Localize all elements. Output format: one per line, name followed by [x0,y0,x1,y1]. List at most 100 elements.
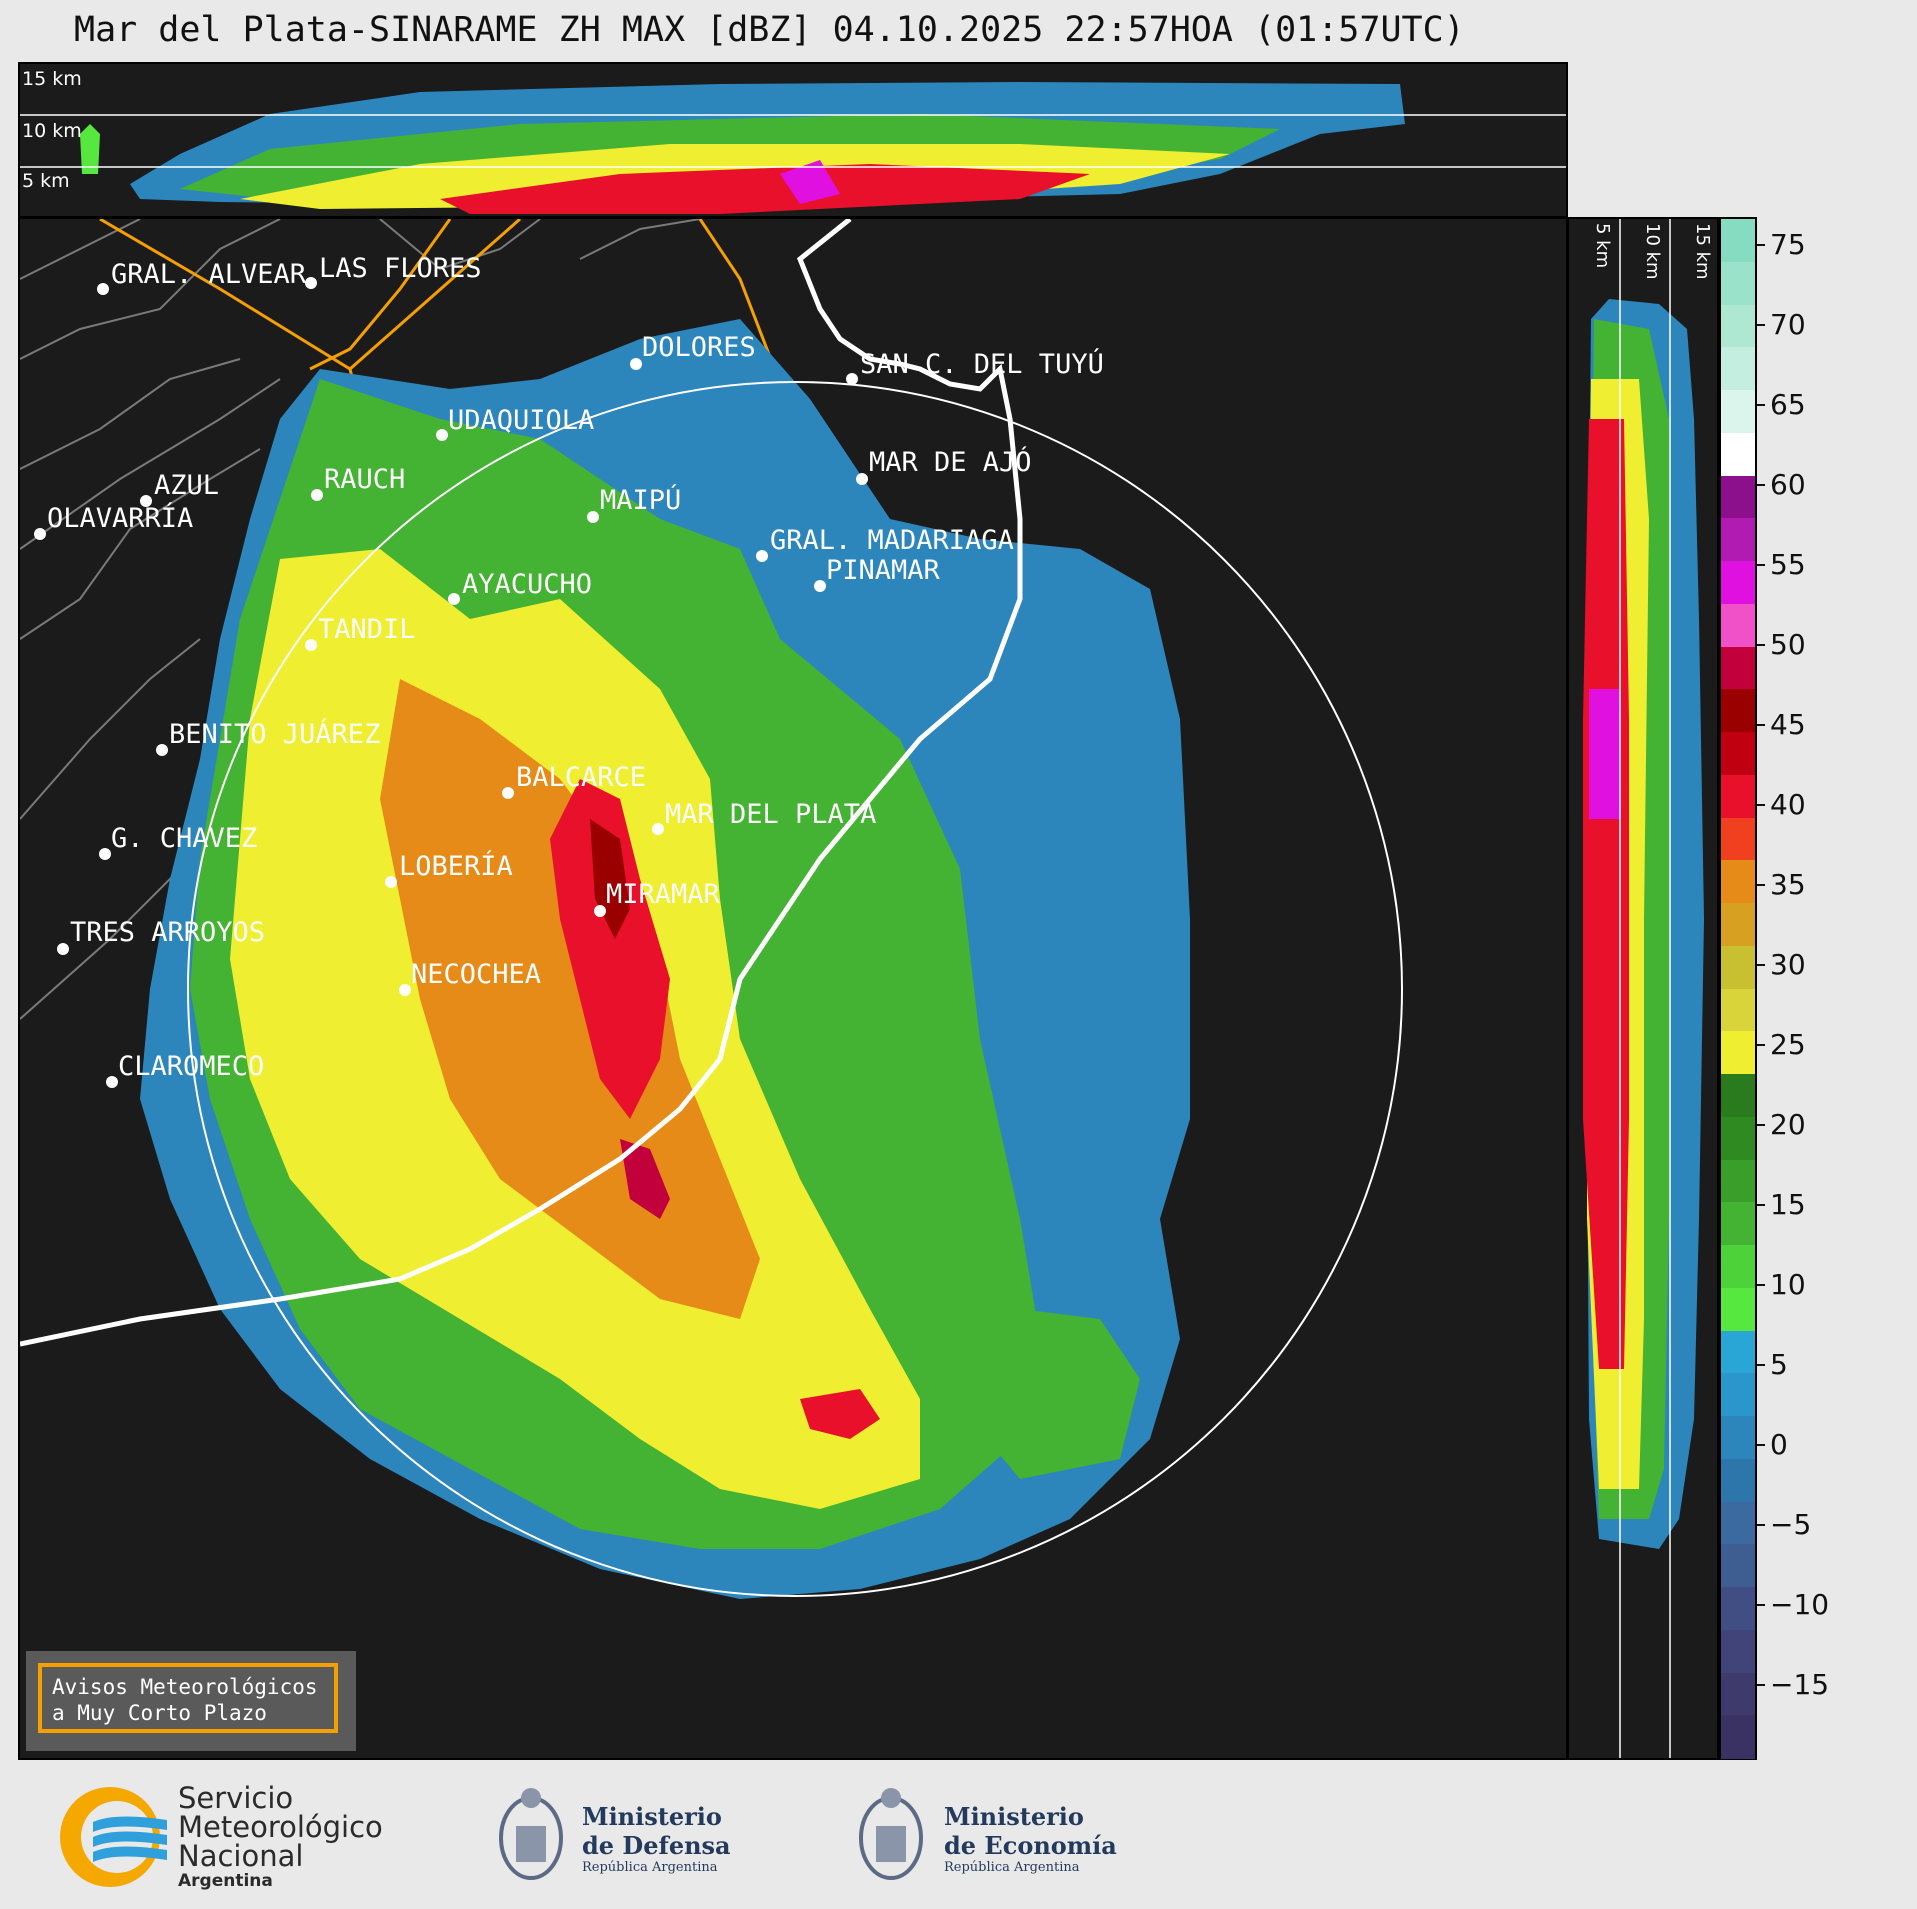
city-label-las-flores: LAS FLORES [319,253,482,284]
warning-box-frame: Avisos Meteorológicos a Muy Corto Plazo [38,1663,338,1733]
colorbar-tick [1757,724,1765,726]
colorbar-segment [1721,1116,1755,1161]
colorbar-segment [1721,1074,1755,1118]
colorbar-tick [1757,1444,1765,1446]
colorbar-tick [1757,1124,1765,1126]
city-label-dolores: DOLORES [642,332,756,363]
city-label-tandil: TANDIL [318,614,416,645]
city-label-azul: AZUL [154,470,220,501]
footer: Servicio Meteorológico Nacional Argentin… [0,1762,1917,1909]
colorbar-segment [1721,1287,1755,1332]
economia-line-1: Ministerio [944,1802,1084,1831]
colorbar-tick [1757,1604,1765,1606]
colorbar-tick-label: −5 [1770,1508,1812,1541]
altitude-label-5km: 5 km [22,170,70,192]
colorbar-segment [1721,219,1755,263]
colorbar-tick [1757,1204,1765,1206]
colorbar-segment [1721,347,1755,391]
colorbar-tick [1757,1684,1765,1686]
colorbar-tick [1757,804,1765,806]
altitude-label-15km: 15 km [22,68,82,90]
city-label-ayacucho: AYACUCHO [462,569,593,600]
city-label-mar-del-plata: MAR DEL PLATA [665,799,877,830]
colorbar-segment [1721,1245,1755,1289]
colorbar-tick [1757,1364,1765,1366]
colorbar-tick-label: 35 [1770,868,1806,901]
side-cross-section-image [1583,219,1704,1758]
radar-map-panel: GRAL. ALVEAR LAS FLORES DOLORES SAN C. D… [18,217,1568,1760]
colorbar-tick [1757,1284,1765,1286]
smn-line-4: Argentina [178,1871,273,1891]
city-label-miramar: MIRAMAR [606,879,720,910]
city-label-maipu: MAIPÚ [600,485,682,516]
colorbar-segment [1721,1373,1755,1417]
colorbar-segment [1721,1715,1755,1759]
city-label-tres-arroyos: TRES ARROYOS [70,917,266,948]
altitude-label-10km: 10 km [22,120,82,142]
city-label-claromeco: CLAROMECO [118,1051,265,1082]
colorbar-segment [1721,1031,1755,1075]
colorbar-tick-label: 75 [1770,228,1806,261]
colorbar-tick-label: 30 [1770,948,1806,981]
radar-reflectivity-map [20,219,1403,1599]
colorbar-segment [1721,1330,1755,1375]
colorbar-segment [1721,988,1755,1033]
colorbar-segment [1721,1202,1755,1246]
smn-logo-icon [60,1787,167,1887]
top-cross-section-panel: 15 km 10 km 5 km [18,62,1568,218]
colorbar-segment [1721,304,1755,349]
warning-box: Avisos Meteorológicos a Muy Corto Plazo [26,1651,356,1751]
colorbar-segment [1721,561,1755,605]
colorbar-tick-label: 65 [1770,388,1806,421]
colorbar-tick [1757,324,1765,326]
colorbar-segment [1721,390,1755,434]
dbz-colorbar [1719,217,1757,1760]
chart-title: Mar del Plata-SINARAME ZH MAX [dBZ] 04.1… [74,10,1465,50]
colorbar-tick [1757,1524,1765,1526]
colorbar-segment [1721,1159,1755,1204]
city-label-mar-de-ajo: MAR DE AJÓ [869,447,1032,478]
smn-logo-text: Servicio Meteorológico Nacional Argentin… [178,1781,383,1892]
economia-line-2: de Economía [944,1831,1117,1860]
city-label-benito-juarez: BENITO JUÁREZ [169,719,381,750]
colorbar-segment [1721,475,1755,520]
defensa-seal-icon [499,1788,563,1880]
city-label-balcarce: BALCARCE [516,762,647,793]
colorbar-tick [1757,244,1765,246]
colorbar-segment [1721,860,1755,904]
colorbar-tick-label: 25 [1770,1028,1806,1061]
city-markers [34,277,868,1088]
top-cross-section-image [20,82,1566,214]
smn-line-1: Servicio [178,1781,294,1815]
colorbar-tick [1757,1044,1765,1046]
colorbar-tick-label: 40 [1770,788,1806,821]
warning-line-2: a Muy Corto Plazo [52,1701,267,1725]
economia-line-3: República Argentina [944,1860,1080,1875]
colorbar-tick [1757,964,1765,966]
colorbar-segment [1721,1416,1755,1460]
colorbar-segment [1721,432,1755,477]
range-ring [187,381,1403,1597]
colorbar-tick-label: −10 [1770,1588,1830,1621]
city-label-san-c-del-tuyu: SAN C. DEL TUYÚ [860,349,1104,380]
colorbar-segment [1721,1672,1755,1717]
city-label-pinamar: PINAMAR [826,555,940,586]
city-label-gral-alvear: GRAL. ALVEAR [111,259,307,290]
colorbar-tick [1757,404,1765,406]
economia-logo-text: Ministerio de Economía República Argenti… [944,1802,1117,1875]
colorbar-tick-label: 55 [1770,548,1806,581]
colorbar-segment [1721,774,1755,819]
colorbar-tick [1757,644,1765,646]
side-cross-section-panel: 5 km 10 km 15 km [1567,217,1719,1760]
colorbar-segment [1721,817,1755,862]
colorbar-tick-label: 10 [1770,1268,1806,1301]
radar-echo-field [140,319,1190,1599]
coastline [20,219,1023,1347]
colorbar-segment [1721,903,1755,947]
smn-line-3: Nacional [178,1839,304,1873]
colorbar-tick-label: 50 [1770,628,1806,661]
defensa-line-3: República Argentina [582,1860,718,1875]
colorbar-segment [1721,689,1755,733]
colorbar-tick-label: 0 [1770,1428,1788,1461]
colorbar-segment [1721,1629,1755,1674]
